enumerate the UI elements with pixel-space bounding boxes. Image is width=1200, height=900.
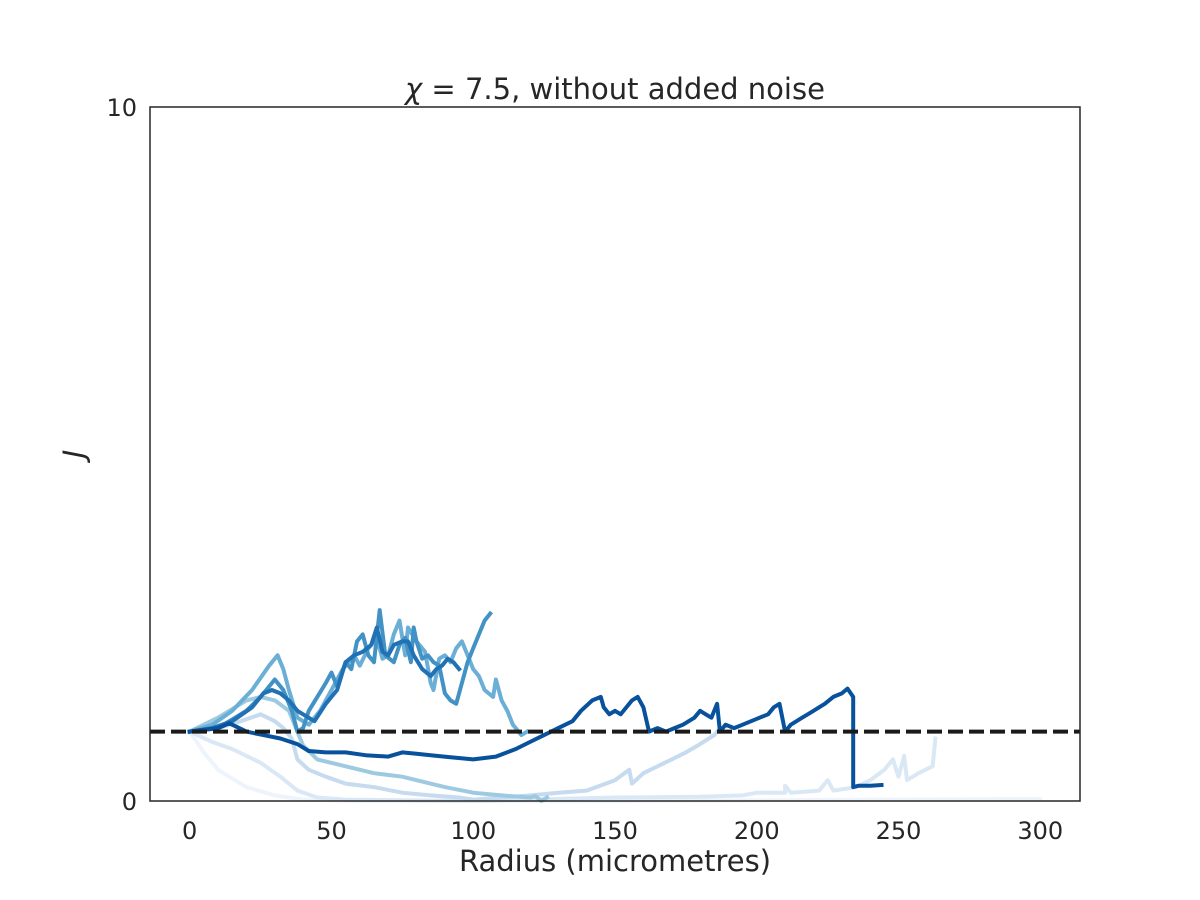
chart-title-rest: = 7.5, without added noise <box>422 72 825 106</box>
series-line-2 <box>187 728 938 803</box>
chart-title-symbol: χ <box>403 72 424 106</box>
x-tick-label: 250 <box>876 817 922 845</box>
x-tick-label: 300 <box>1017 817 1063 845</box>
x-tick-label: 200 <box>734 817 780 845</box>
x-tick-label: 0 <box>182 817 197 845</box>
series-line-8 <box>187 686 884 790</box>
x-tick-label: 50 <box>316 817 347 845</box>
y-tick-label: 0 <box>122 788 137 816</box>
x-tick-label: 100 <box>450 817 496 845</box>
series-line-5 <box>187 618 530 738</box>
plot-frame <box>149 106 1081 802</box>
series-line-7 <box>187 625 462 734</box>
series-line-4 <box>187 694 550 803</box>
x-axis-label: Radius (micrometres) <box>459 844 771 878</box>
y-axis-ticks: 0 10 <box>106 94 137 816</box>
y-tick-label: 10 <box>106 94 137 122</box>
chart-title: χ = 7.5, without added noise <box>403 72 825 106</box>
x-tick-label: 150 <box>592 817 638 845</box>
series-line-3 <box>187 712 720 802</box>
x-axis-ticks: 0 50 100 150 200 250 300 <box>182 817 1063 845</box>
